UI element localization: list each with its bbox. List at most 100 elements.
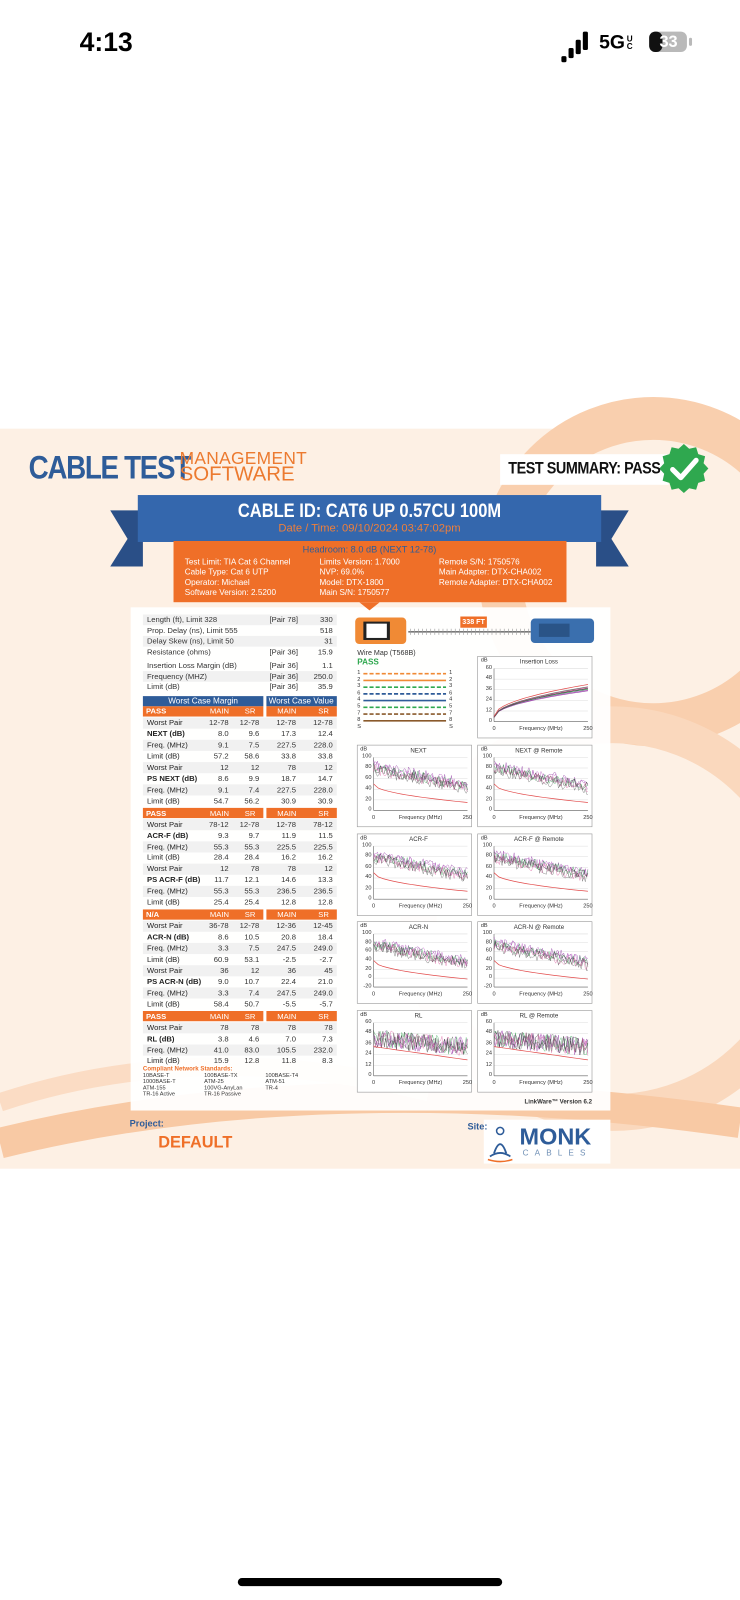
row-value: 247.5 xyxy=(276,943,297,953)
summary-pair: [Pair 78] xyxy=(269,614,298,624)
row-value: 7.0 xyxy=(285,1033,297,1043)
graph-title: RL @ Remote xyxy=(519,1013,559,1020)
row-value: 54.7 xyxy=(213,795,229,806)
y-tick-label: 100 xyxy=(482,842,492,849)
trace xyxy=(493,766,588,792)
section-band xyxy=(142,1011,264,1022)
row-value: 55.3 xyxy=(244,886,260,896)
graph-unit: dB xyxy=(480,657,488,664)
y-tick-label: 60 xyxy=(485,774,492,781)
summary-value: 518 xyxy=(319,625,333,635)
section-band xyxy=(266,1011,337,1022)
trace xyxy=(373,1030,468,1055)
trace xyxy=(373,943,468,969)
x-tick-label: 0 xyxy=(492,903,496,910)
y-tick-label: 0 xyxy=(368,1071,372,1079)
standard: TR-4 xyxy=(265,1085,278,1092)
y-tick-label: 100 xyxy=(362,842,372,849)
row-stripe xyxy=(142,965,337,977)
row-value: 249.0 xyxy=(313,943,333,953)
row-value: 17.3 xyxy=(281,729,297,739)
row-value: 7.4 xyxy=(248,784,260,794)
row-value: 78 xyxy=(250,864,260,874)
section-column: MAIN xyxy=(209,808,230,818)
pin-label: 8 xyxy=(357,716,361,724)
limit-line xyxy=(373,1046,468,1061)
y-tick-label: 0 xyxy=(368,895,372,902)
row-value: 7.5 xyxy=(248,740,260,750)
y-tick-label: 40 xyxy=(485,956,492,963)
info-line: NVP: 69.0% xyxy=(319,567,364,577)
pin-label: 5 xyxy=(449,703,453,710)
graph-unit: dB xyxy=(480,1011,488,1018)
section-band xyxy=(142,909,264,920)
row-value: 45 xyxy=(324,965,333,975)
row-value: 4.6 xyxy=(248,1033,260,1043)
trace xyxy=(373,767,468,794)
battery-level-text: 33 xyxy=(659,33,678,52)
row-value: 14.7 xyxy=(317,773,333,783)
trace xyxy=(493,686,588,718)
section-band xyxy=(266,909,337,920)
row-value: 58.4 xyxy=(213,999,229,1009)
standard: 100BASE-TX xyxy=(204,1073,238,1080)
trace xyxy=(493,936,588,964)
row-value: 15.9 xyxy=(213,1056,229,1066)
info-line: Remote S/N: 1750576 xyxy=(438,557,520,567)
y-tick-label: 40 xyxy=(365,956,372,963)
wire-map-title: Wire Map (T568B) xyxy=(357,649,416,657)
row-value: 12-78 xyxy=(239,717,260,728)
pin-label: 7 xyxy=(449,710,453,717)
graph-frame xyxy=(477,1010,593,1093)
row-value: 12 xyxy=(220,864,229,874)
brand-sub: SOFTWARE xyxy=(179,463,295,486)
section-column: MAIN xyxy=(277,1011,297,1021)
pin-label: 3 xyxy=(449,683,453,690)
section-column: SR xyxy=(244,909,256,919)
summary-label: Delay Skew (ns), Limit 50 xyxy=(146,636,234,646)
y-tick-label: 0 xyxy=(488,1071,492,1079)
graph-title: ACR-F xyxy=(409,836,428,844)
row-label: PS NEXT (dB) xyxy=(146,773,198,783)
pin-label: 3 xyxy=(357,683,361,690)
graph-unit: dB xyxy=(360,746,368,753)
trace xyxy=(493,1032,589,1055)
row-value: 10.7 xyxy=(244,976,260,986)
section-column: MAIN xyxy=(277,808,297,818)
row-value: 12.1 xyxy=(244,875,260,885)
section-column: SR xyxy=(318,706,329,716)
tester-screen-glass xyxy=(366,623,387,638)
graph-unit: dB xyxy=(480,922,488,930)
ribbon-tail xyxy=(110,510,143,567)
row-value: 28.4 xyxy=(244,852,260,863)
check-mark xyxy=(670,457,699,481)
row-stripe xyxy=(142,614,337,626)
y-tick-label: 40 xyxy=(485,785,492,792)
info-line: Main S/N: 1750577 xyxy=(319,587,390,598)
y-tick-label: 12 xyxy=(485,1061,492,1068)
row-value: 10.5 xyxy=(244,932,260,942)
section-column: MAIN xyxy=(277,706,297,716)
pass-badge xyxy=(659,444,709,493)
y-tick-label: 80 xyxy=(485,938,492,946)
row-label: Worst Pair xyxy=(146,717,183,728)
pin-label: 2 xyxy=(449,676,453,683)
row-value: 16.2 xyxy=(281,852,297,863)
battery-level xyxy=(649,31,663,53)
row-value: 55.3 xyxy=(244,841,260,852)
x-tick-label: 0 xyxy=(372,814,376,821)
row-value: 16.2 xyxy=(317,852,333,863)
row-value: 78 xyxy=(287,1022,297,1032)
y-tick-label: 0 xyxy=(368,806,372,813)
info-line: Test Limit: TIA Cat 6 Channel xyxy=(184,557,291,567)
x-axis-label: Frequency (MHz) xyxy=(398,814,443,821)
row-value: 11.8 xyxy=(281,1056,297,1066)
row-value: 12-78 xyxy=(209,717,229,728)
row-value: -5.7 xyxy=(319,999,333,1009)
row-label: Worst Pair xyxy=(146,864,183,874)
y-tick-label: 20 xyxy=(485,965,492,972)
section-column: SR xyxy=(244,1011,256,1021)
y-tick-label: 80 xyxy=(365,852,372,860)
row-value: 78 xyxy=(220,1022,229,1032)
signal-bar xyxy=(568,47,574,59)
